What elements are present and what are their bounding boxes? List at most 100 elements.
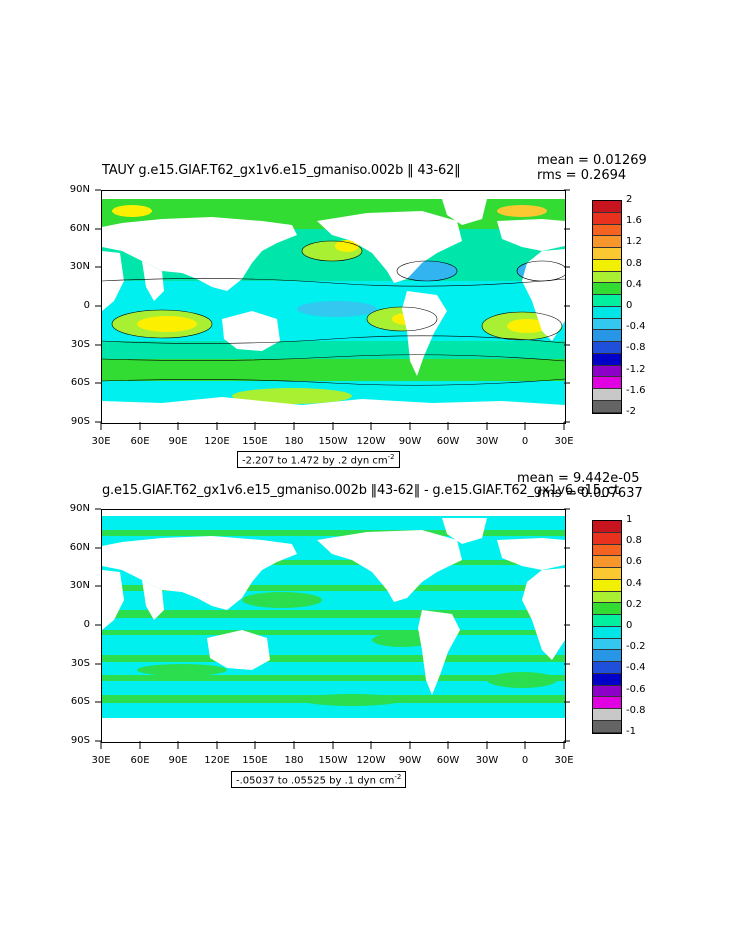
panel2-lon-label: 30E (554, 755, 574, 766)
colorbar-swatch (593, 212, 621, 225)
panel1-lat-label: 30S (70, 339, 90, 350)
colorbar-swatch (593, 271, 621, 284)
colorbar-label: 0.4 (626, 278, 642, 290)
colorbar-swatch (593, 259, 621, 272)
colorbar-label: 0.4 (626, 577, 642, 589)
colorbar-label: -0.6 (626, 683, 646, 695)
panel2-lat-label: 90S (70, 735, 90, 746)
panel1-lat-label: 60S (70, 377, 90, 388)
panel1-rms: rms = 0.2694 (537, 168, 627, 183)
colorbar-swatch (593, 330, 621, 343)
panel1-lon-label: 30W (475, 436, 499, 447)
panel2-lon-label: 150W (318, 755, 348, 766)
colorbar-swatch (593, 201, 621, 213)
panel2-map-field (102, 510, 565, 742)
colorbar-swatch (593, 377, 621, 390)
colorbar-swatch (593, 685, 621, 698)
panel1-lon-label: 0 (521, 436, 529, 447)
colorbar-swatch (593, 236, 621, 249)
panel2-contour-range-exp: -2 (394, 773, 402, 781)
colorbar-swatch (593, 389, 621, 402)
colorbar-swatch (593, 521, 621, 533)
panel2-lon-label: 60W (436, 755, 460, 766)
colorbar-swatch (593, 568, 621, 580)
panel1-contour-range-exp: -2 (387, 453, 395, 461)
panel2-lon-label: 120E (204, 755, 230, 766)
colorbar-label: 1 (626, 514, 633, 525)
colorbar-label: 1.6 (626, 215, 642, 227)
colorbar-label: 0.8 (626, 535, 642, 547)
colorbar-label: 0.8 (626, 257, 642, 269)
panel1-map-field (102, 191, 565, 423)
panel2-lat-label: 30S (70, 658, 90, 669)
panel1-title: TAUY g.e15.GIAF.T62_gx1v6.e15_gmaniso.00… (102, 163, 461, 178)
panel1-lon-label: 120E (204, 436, 230, 447)
colorbar-swatch (593, 342, 621, 354)
panel2-title: g.e15.GIAF.T62_gx1v6.e15_gmaniso.002b ‖4… (102, 483, 619, 498)
panel2-lon-label: 150E (242, 755, 268, 766)
colorbar-label: 2 (626, 194, 633, 205)
panel1-lon-label: 120W (356, 436, 386, 447)
panel2-lon-label: 30E (91, 755, 111, 766)
panel2-map (101, 509, 566, 743)
panel1-lon-label: 90E (168, 436, 188, 447)
colorbar-label: -0.8 (626, 342, 646, 354)
colorbar-label: 1.2 (626, 236, 642, 248)
panel2-contour-range: -.05037 to .05525 by .1 dyn cm-2 (231, 771, 407, 789)
colorbar-swatch (593, 248, 621, 260)
panel1-contour-range-text: -2.207 to 1.472 by .2 dyn cm (242, 455, 388, 467)
panel2-contour-range-text: -.05037 to .05525 by .1 dyn cm (236, 775, 395, 787)
colorbar-label: 0.6 (626, 556, 642, 568)
panel1-lat-label: 60N (69, 223, 90, 234)
colorbar-swatch (593, 318, 621, 331)
colorbar-swatch (593, 295, 621, 307)
colorbar-label: 0 (626, 300, 633, 311)
panel1-contour-range: -2.207 to 1.472 by .2 dyn cm-2 (237, 451, 400, 469)
panel2-lon-label: 180 (284, 755, 304, 766)
panel2-lon-label: 60E (130, 755, 150, 766)
colorbar-label: 0.2 (626, 598, 642, 610)
colorbar-swatch (593, 579, 621, 592)
panel1-lat-label: 30N (69, 261, 90, 272)
colorbar-swatch (593, 697, 621, 710)
panel1-mean: mean = 0.01269 (537, 153, 647, 168)
colorbar-label: 0 (626, 620, 633, 631)
panel2-lon-label: 90W (398, 755, 422, 766)
colorbar-label: -0.8 (626, 704, 646, 716)
colorbar-swatch (593, 544, 621, 557)
panel1-lon-label: 60W (436, 436, 460, 447)
panel2-mean: mean = 9.442e-05 (517, 471, 640, 486)
panel2-lat-label: 60S (70, 696, 90, 707)
colorbar-swatch (593, 224, 621, 237)
colorbar-swatch (593, 306, 621, 319)
panel1-lon-label: 180 (284, 436, 304, 447)
panel1-lon-label: 150E (242, 436, 268, 447)
colorbar-swatch (593, 353, 621, 366)
panel1-lon-label: 90W (398, 436, 422, 447)
panel1-lon-label: 150W (318, 436, 348, 447)
colorbar-swatch (593, 365, 621, 378)
panel1-colorbar (592, 200, 622, 414)
panel1-lat-label: 90S (70, 416, 90, 427)
panel1-lon-label: 60E (130, 436, 150, 447)
colorbar-label: -0.4 (626, 662, 646, 674)
panel2-lon-label: 120W (356, 755, 386, 766)
colorbar-label: -1.6 (626, 384, 646, 396)
panel2-lon-label: 30W (475, 755, 499, 766)
panel2-lat-label: 90N (69, 503, 90, 514)
colorbar-swatch (593, 603, 621, 616)
panel2-lat-label: 30N (69, 580, 90, 591)
colorbar-swatch (593, 662, 621, 674)
colorbar-label: -0.4 (626, 321, 646, 333)
colorbar-swatch (593, 638, 621, 651)
panel2-rms: rms = 0.007637 (537, 486, 643, 501)
colorbar-label: -1 (626, 726, 636, 737)
panel1-lon-label: 30E (91, 436, 111, 447)
colorbar-swatch (593, 650, 621, 663)
colorbar-swatch (593, 401, 621, 413)
colorbar-swatch (593, 626, 621, 639)
colorbar-swatch (593, 615, 621, 627)
colorbar-swatch (593, 283, 621, 296)
panel1-lat-label: 90N (69, 184, 90, 195)
panel1-map (101, 190, 566, 424)
